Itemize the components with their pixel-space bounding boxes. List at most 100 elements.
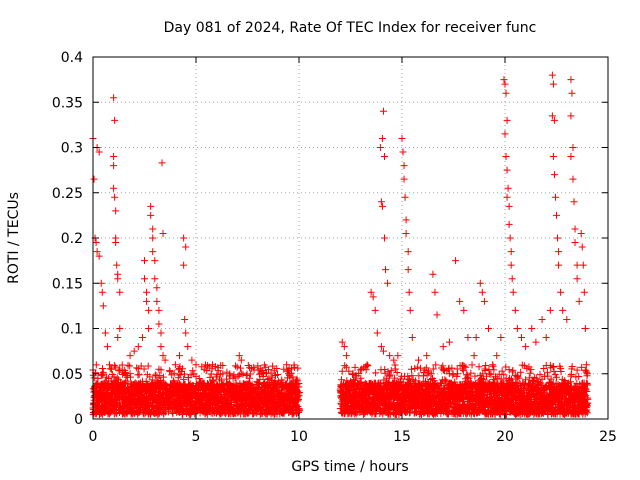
data-point — [95, 252, 103, 260]
data-point — [580, 288, 588, 296]
data-point — [579, 261, 587, 269]
data-point — [502, 153, 510, 161]
data-point — [188, 356, 196, 364]
baseline-point — [580, 392, 588, 400]
baseline-point — [218, 377, 226, 385]
data-point — [399, 148, 407, 156]
data-point — [112, 239, 120, 247]
baseline-point — [391, 374, 399, 382]
baseline-point — [573, 366, 581, 374]
data-point — [377, 198, 385, 206]
data-point — [452, 257, 460, 265]
baseline-point — [387, 367, 395, 375]
baseline-point — [515, 374, 523, 382]
baseline-point — [178, 365, 186, 373]
baseline-point — [351, 363, 359, 371]
data-point — [379, 347, 387, 355]
data-point — [567, 112, 575, 120]
data-point — [568, 89, 576, 97]
data-point — [149, 248, 157, 256]
tick-layer — [92, 56, 609, 420]
data-point — [114, 334, 122, 342]
data-point — [563, 315, 571, 323]
data-point — [363, 361, 371, 369]
baseline-point — [490, 366, 498, 374]
baseline-point — [448, 364, 456, 372]
data-point — [406, 306, 414, 314]
baseline-point — [258, 403, 266, 411]
baseline-point — [583, 387, 591, 395]
data-point — [380, 153, 388, 161]
data-point — [581, 325, 589, 332]
data-point — [507, 261, 515, 269]
data-point — [180, 261, 188, 269]
baseline-point — [290, 363, 298, 371]
baseline-point — [338, 367, 346, 375]
baseline-point — [583, 380, 591, 388]
baseline-point — [337, 376, 345, 384]
data-point — [503, 193, 511, 201]
baseline-point — [170, 378, 178, 386]
data-point — [508, 275, 516, 283]
data-point — [577, 229, 585, 237]
data-point — [569, 175, 577, 183]
baseline-point — [517, 368, 525, 376]
data-point — [145, 306, 153, 314]
data-point — [181, 315, 189, 323]
data-point — [513, 325, 521, 332]
baseline-point — [209, 377, 217, 385]
data-point — [180, 234, 188, 242]
data-point — [445, 338, 453, 346]
data-point — [111, 116, 119, 124]
data-point — [478, 288, 486, 296]
data-point — [517, 334, 525, 342]
data-point — [401, 193, 409, 201]
baseline-point — [342, 363, 350, 371]
data-point — [208, 361, 216, 369]
baseline-point — [359, 410, 367, 418]
data-point — [371, 306, 379, 314]
baseline-point — [471, 372, 479, 380]
baseline-point — [151, 371, 159, 379]
baseline-point — [294, 364, 302, 372]
baseline-point — [372, 369, 380, 377]
baseline-point — [568, 363, 576, 371]
baseline-point — [451, 378, 459, 386]
data-point — [153, 284, 161, 292]
baseline-point — [124, 361, 132, 369]
data-point — [378, 202, 386, 210]
data-point — [559, 306, 567, 314]
data-point — [342, 352, 350, 360]
baseline-point — [92, 361, 100, 369]
data-point — [439, 343, 447, 351]
baseline-point — [268, 373, 276, 381]
data-point — [390, 356, 398, 364]
data-point — [138, 334, 146, 342]
data-point — [108, 365, 116, 373]
data-point — [229, 374, 237, 382]
baseline-point — [362, 366, 370, 374]
data-point — [503, 116, 511, 124]
data-point — [546, 306, 554, 314]
data-point — [405, 288, 413, 296]
baseline-point — [294, 395, 302, 403]
data-point — [143, 297, 151, 305]
data-point — [149, 234, 157, 242]
data-point — [522, 343, 530, 351]
data-point — [578, 243, 586, 251]
data-point — [400, 162, 408, 170]
data-point — [404, 248, 412, 256]
baseline-point — [223, 368, 231, 376]
data-point — [141, 257, 148, 265]
baseline-point — [500, 371, 508, 379]
baseline-point — [170, 369, 178, 377]
data-point — [376, 144, 384, 151]
baseline-point — [583, 409, 591, 417]
baseline-point — [133, 364, 141, 372]
data-point — [538, 315, 546, 323]
data-point — [583, 370, 591, 378]
data-point — [502, 89, 510, 97]
baseline-point — [286, 374, 294, 382]
data-point — [95, 148, 103, 156]
data-point — [287, 388, 295, 396]
